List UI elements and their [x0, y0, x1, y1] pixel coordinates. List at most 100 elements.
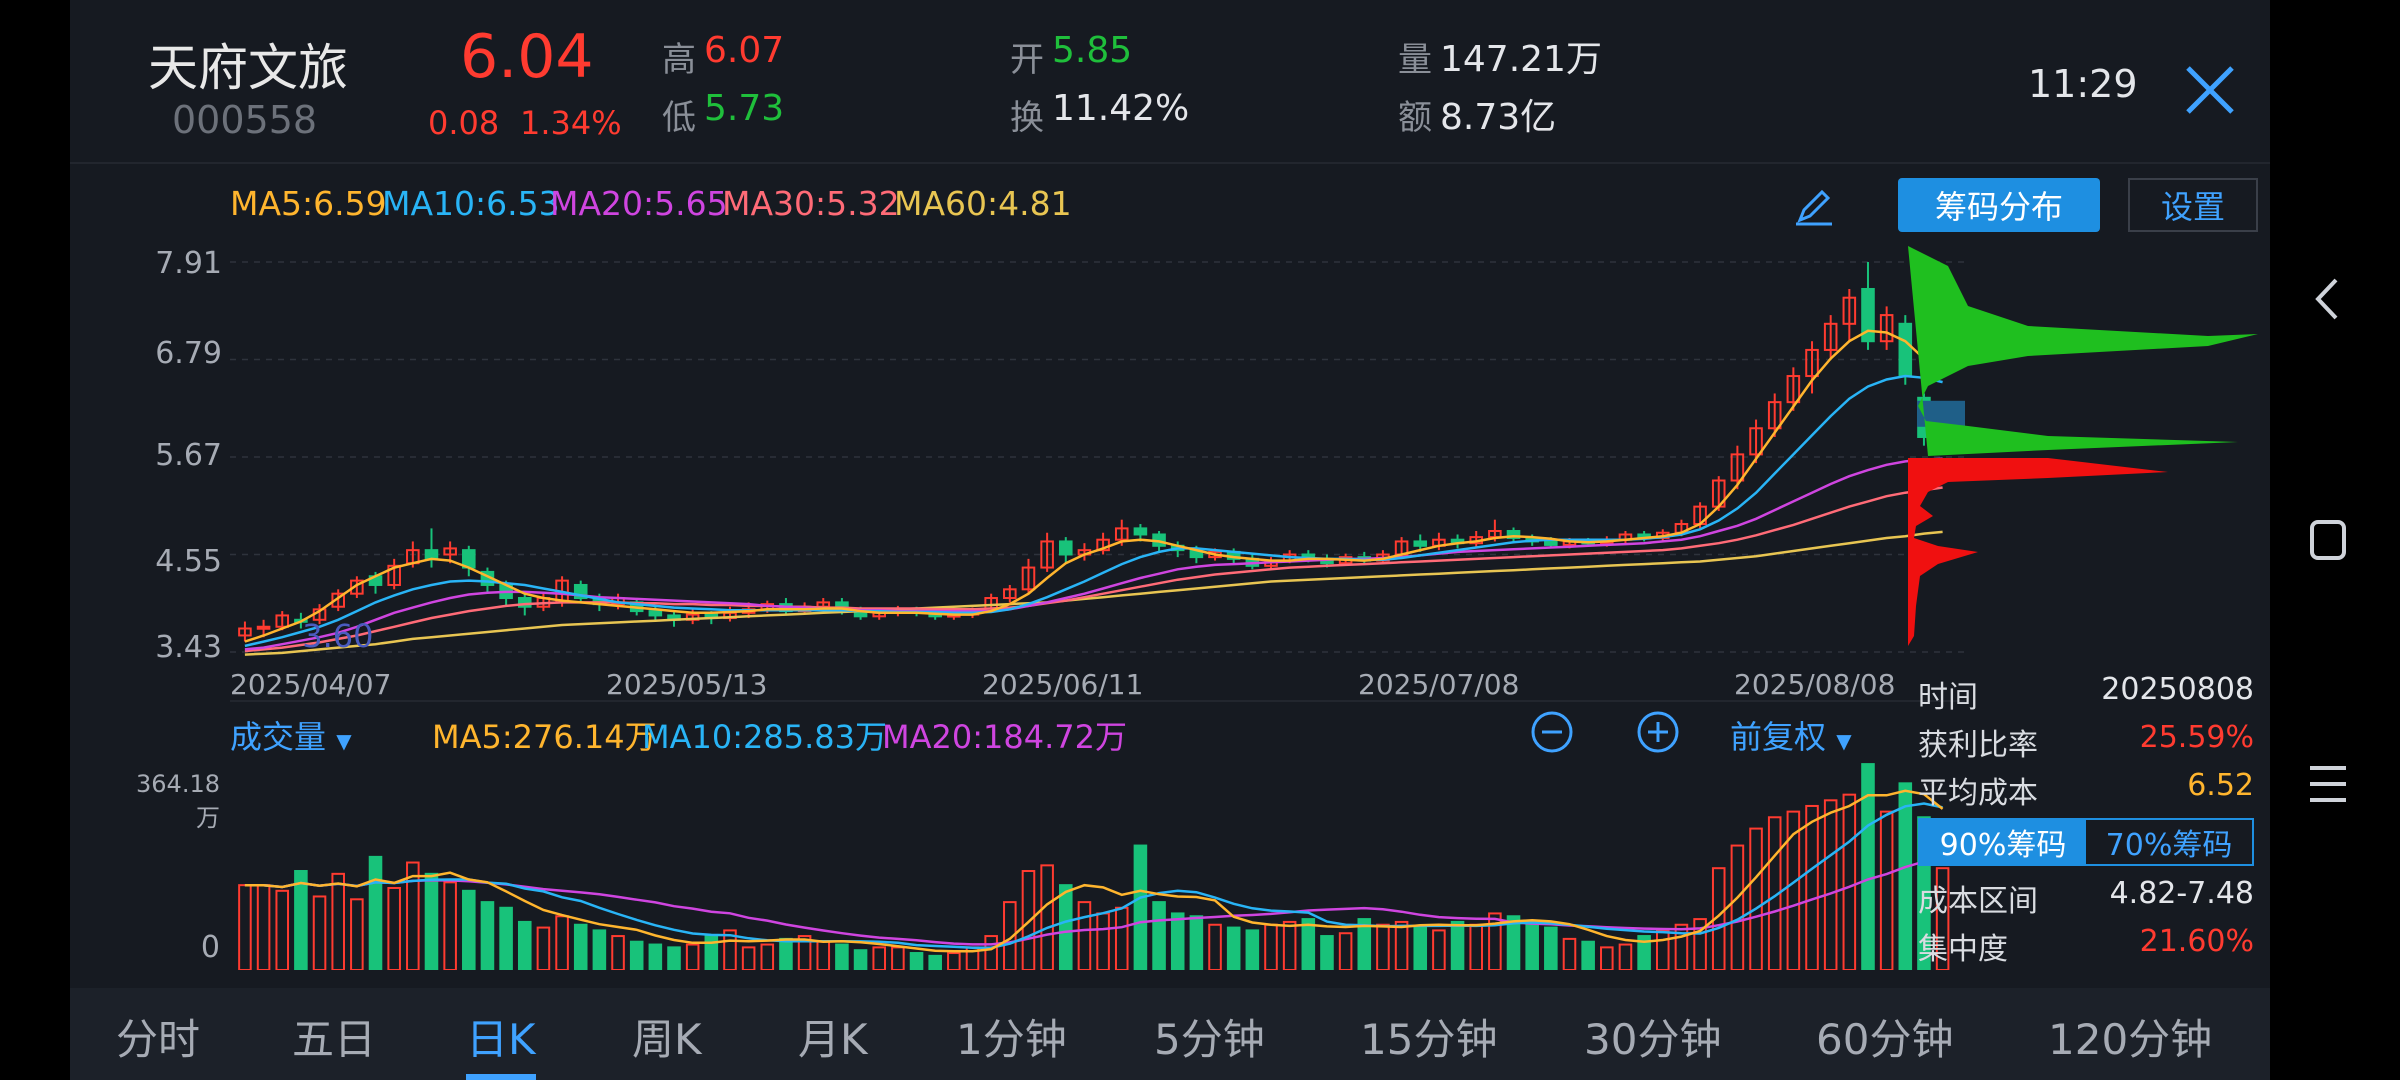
home-icon[interactable]	[2308, 518, 2348, 562]
adjust-mode-label: 前复权	[1730, 718, 1827, 756]
volume-bar	[1096, 912, 1110, 970]
tab-60min[interactable]: 60分钟	[1816, 1015, 1954, 1064]
volume-bar	[350, 898, 364, 970]
volume-bar	[1581, 940, 1595, 970]
volume-bar	[1879, 810, 1894, 970]
candle-body	[1767, 401, 1782, 430]
volume-min-label: 0	[200, 930, 220, 965]
volume-bar	[1264, 923, 1278, 970]
candle-body	[1879, 314, 1894, 343]
cost-range-label: 成本区间	[1918, 884, 2038, 919]
volume-bar	[872, 946, 887, 970]
price-tick: 7.91	[155, 246, 222, 281]
chip-70-button[interactable]: 70%筹码	[2105, 828, 2233, 863]
close-icon[interactable]	[2180, 60, 2240, 120]
volume-indicator-dropdown[interactable]: 成交量 ▼	[230, 712, 352, 758]
volume-bar	[1618, 943, 1633, 970]
volume-bar	[1488, 912, 1502, 970]
date-tick: 2025/07/08	[1358, 668, 1520, 701]
adjust-mode-dropdown[interactable]: 前复权 ▼	[1730, 712, 1852, 758]
volume-bar	[1245, 929, 1260, 970]
ma5-legend: MA5:6.59	[230, 184, 387, 223]
volume-bar	[816, 940, 831, 970]
volume-bar	[238, 884, 252, 970]
back-icon[interactable]	[2308, 274, 2348, 324]
ma20-line	[244, 457, 1943, 651]
candle-body	[1133, 527, 1148, 536]
volume-bar	[1805, 804, 1819, 970]
volume-bar	[760, 943, 775, 970]
candlestick-chart[interactable]: 3.60	[230, 246, 1965, 666]
concentration-value: 21.60%	[2139, 924, 2254, 959]
candle-body	[331, 592, 345, 608]
tab-weekly-k[interactable]: 周K	[632, 1015, 702, 1064]
clock-time: 11:29	[2028, 62, 2138, 106]
date-label: 时间	[1918, 680, 1978, 715]
volume-bar	[1170, 912, 1185, 970]
candle-body	[256, 625, 271, 630]
candle-body	[1506, 529, 1521, 539]
volume-bar	[1749, 827, 1763, 970]
volume-bar	[891, 946, 905, 970]
open-label: 开	[1010, 40, 1044, 80]
volume-chart[interactable]	[230, 760, 1965, 970]
volume-bar	[779, 937, 793, 970]
tab-5min[interactable]: 5分钟	[1154, 1015, 1265, 1064]
amount-label: 额	[1398, 98, 1432, 138]
ma20-legend: MA20:5.65	[550, 184, 728, 223]
chip-90-button[interactable]: 90%筹码	[1920, 820, 2086, 864]
tab-five-day[interactable]: 五日	[292, 1015, 377, 1064]
zoom-in-icon[interactable]	[1636, 710, 1680, 754]
volume-bar	[1077, 901, 1092, 970]
chip-distribution-button[interactable]: 筹码分布	[1898, 178, 2100, 232]
date-tick: 2025/04/07	[230, 668, 392, 701]
volume-bar	[462, 889, 476, 970]
ma60-line	[244, 530, 1943, 656]
tab-120min[interactable]: 120分钟	[2048, 1015, 2213, 1064]
volume-max-label: 364.18万	[136, 770, 220, 832]
tab-daily-k[interactable]: 日K	[466, 1015, 536, 1064]
candle-body	[1823, 322, 1838, 351]
ma5-line	[244, 329, 1944, 643]
ma60-legend: MA60:4.81	[894, 184, 1072, 223]
volume-bar	[1226, 926, 1241, 970]
avg-cost-value: 6.52	[2187, 768, 2254, 803]
tab-minute[interactable]: 分时	[116, 1015, 201, 1064]
draw-pen-icon[interactable]	[1792, 184, 1836, 228]
vol-ma10-legend: MA10:285.83万	[642, 718, 887, 756]
volume-bar	[275, 889, 290, 970]
tab-1min[interactable]: 1分钟	[956, 1015, 1067, 1064]
zoom-out-icon[interactable]	[1530, 710, 1574, 754]
volume-bar	[1059, 884, 1073, 970]
volume-bar	[1040, 864, 1054, 970]
recents-menu-icon[interactable]	[2308, 762, 2348, 806]
cost-range-value: 4.82-7.48	[2109, 876, 2254, 911]
volume-value: 147.21万	[1440, 39, 1602, 80]
tab-monthly-k[interactable]: 月K	[798, 1015, 868, 1064]
price-change-pct: 1.34%	[520, 104, 622, 142]
volume-bar	[928, 954, 942, 970]
volume-bar	[909, 952, 924, 970]
candle-body	[648, 610, 663, 617]
volume-bar	[1823, 799, 1838, 970]
tab-15min[interactable]: 15分钟	[1360, 1015, 1498, 1064]
tab-30min[interactable]: 30分钟	[1584, 1015, 1722, 1064]
volume-bar	[1562, 937, 1577, 970]
amount-value: 8.73亿	[1440, 97, 1557, 138]
stock-name: 天府文旅	[148, 39, 348, 97]
volume-bar	[294, 870, 308, 970]
volume-bar	[1282, 920, 1297, 970]
volume-ma20-line	[244, 856, 1943, 946]
vol-ma20-legend: MA20:184.72万	[882, 718, 1127, 756]
volume-bar	[1450, 920, 1465, 970]
candle-body	[238, 627, 252, 637]
volume-bar	[387, 886, 401, 970]
volume-bar	[443, 881, 457, 970]
volume-bar	[667, 946, 681, 970]
settings-button[interactable]: 设置	[2128, 178, 2258, 232]
date-tick: 2025/06/11	[982, 668, 1144, 701]
volume-ma5-line	[244, 789, 1944, 953]
volume-bar	[1320, 935, 1334, 970]
volume-bar	[1730, 844, 1745, 970]
volume-bar	[1600, 946, 1614, 970]
